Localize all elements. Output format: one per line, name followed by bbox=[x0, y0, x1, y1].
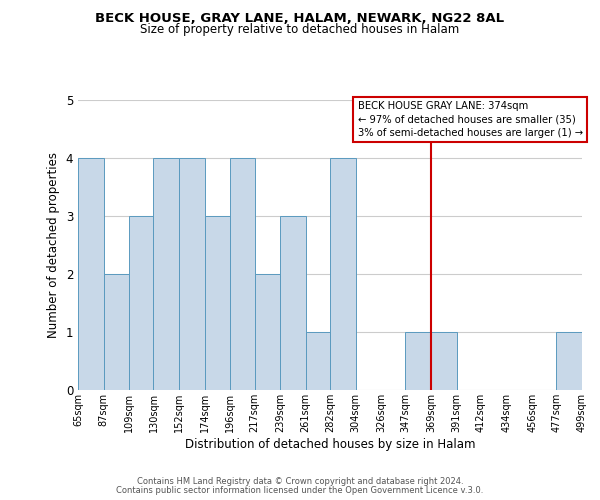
Y-axis label: Number of detached properties: Number of detached properties bbox=[47, 152, 60, 338]
Bar bbox=[179, 158, 205, 390]
Text: BECK HOUSE, GRAY LANE, HALAM, NEWARK, NG22 8AL: BECK HOUSE, GRAY LANE, HALAM, NEWARK, NG… bbox=[95, 12, 505, 26]
Bar bbox=[154, 158, 179, 390]
Bar bbox=[230, 158, 254, 390]
Bar bbox=[78, 158, 104, 390]
Text: Contains public sector information licensed under the Open Government Licence v.: Contains public sector information licen… bbox=[116, 486, 484, 495]
Bar bbox=[305, 332, 330, 390]
Bar bbox=[280, 216, 305, 390]
Bar bbox=[129, 216, 154, 390]
Text: BECK HOUSE GRAY LANE: 374sqm
← 97% of detached houses are smaller (35)
3% of sem: BECK HOUSE GRAY LANE: 374sqm ← 97% of de… bbox=[358, 102, 583, 138]
Bar bbox=[254, 274, 280, 390]
Bar bbox=[330, 158, 356, 390]
X-axis label: Distribution of detached houses by size in Halam: Distribution of detached houses by size … bbox=[185, 438, 475, 450]
Bar bbox=[205, 216, 230, 390]
Bar bbox=[556, 332, 582, 390]
Text: Contains HM Land Registry data © Crown copyright and database right 2024.: Contains HM Land Registry data © Crown c… bbox=[137, 477, 463, 486]
Bar bbox=[431, 332, 457, 390]
Bar bbox=[406, 332, 431, 390]
Text: Size of property relative to detached houses in Halam: Size of property relative to detached ho… bbox=[140, 24, 460, 36]
Bar bbox=[104, 274, 129, 390]
